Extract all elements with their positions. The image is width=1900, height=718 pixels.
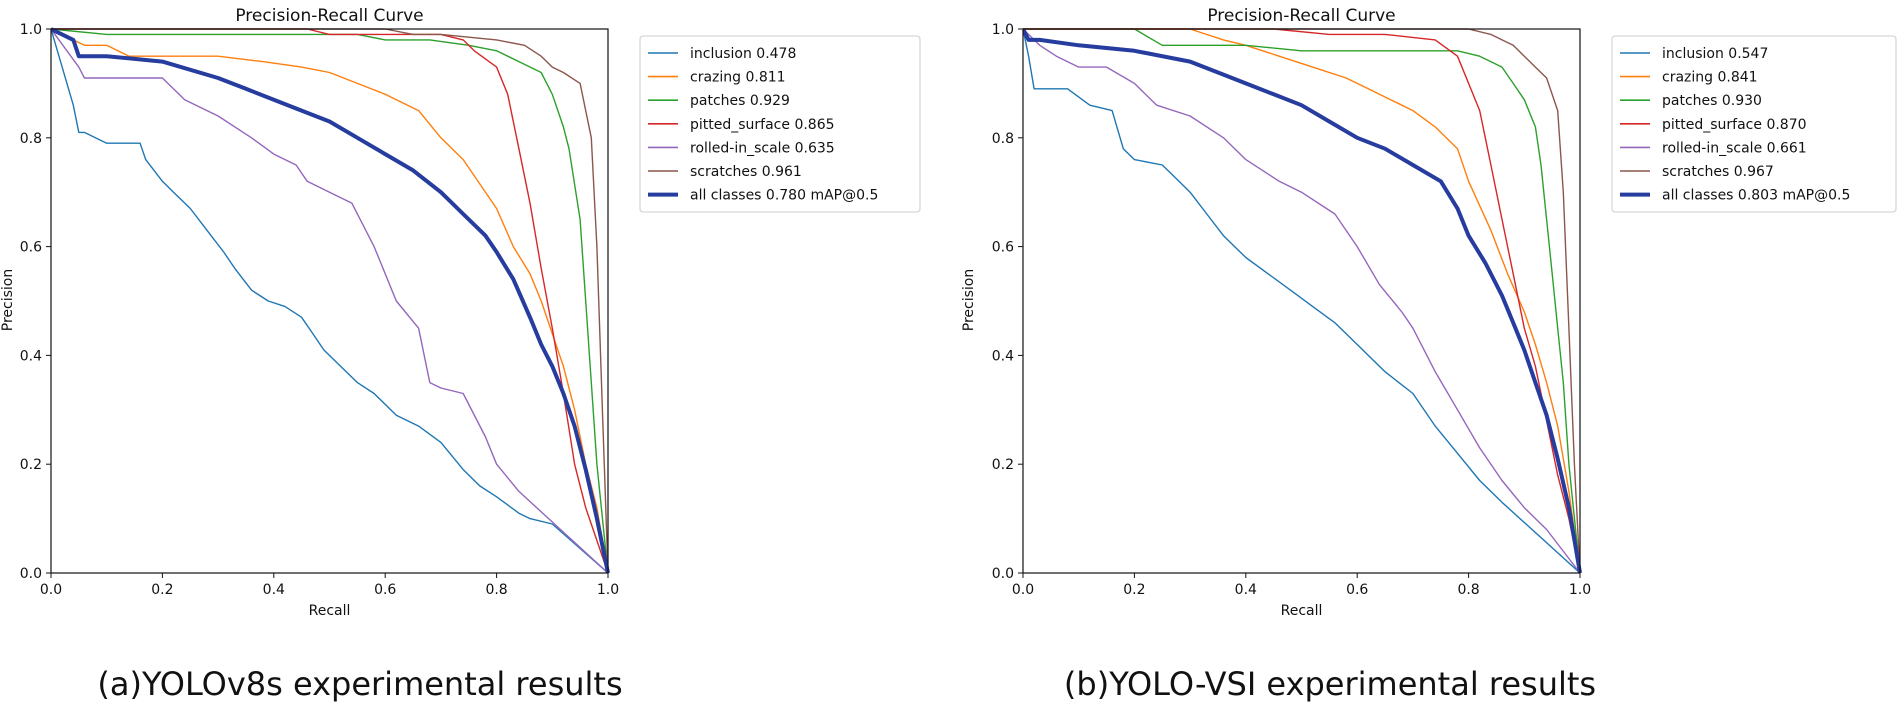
x-tick-label: 0.2 xyxy=(151,582,173,598)
y-axis-label: Precision xyxy=(0,269,16,331)
y-tick-label: 0.2 xyxy=(992,457,1014,473)
chart-panel-1: Precision-Recall Curve 0.0 0.2 0.4 0.6 0.8 1.0… xyxy=(0,6,921,703)
legend: inclusion 0.547 crazing 0.841 patches 0.93… xyxy=(1611,35,1897,213)
series-line-scratches xyxy=(51,28,609,573)
panel-caption: (a)YOLOv8s experimental results xyxy=(97,665,622,703)
x-tick-label: 0.2 xyxy=(1123,582,1145,598)
x-tick-label: 0.6 xyxy=(1346,582,1368,598)
series-group xyxy=(1023,28,1582,573)
legend-entry: scratches 0.961 xyxy=(690,164,802,180)
plot-frame xyxy=(1022,28,1581,574)
series-group xyxy=(51,27,610,573)
x-tick-label: 0.0 xyxy=(40,582,62,598)
legend-entry: rolled-in_scale 0.635 xyxy=(690,140,835,156)
legend-entry: crazing 0.841 xyxy=(1662,70,1758,86)
legend-entry: patches 0.930 xyxy=(1662,93,1762,109)
x-tick-label: 0.8 xyxy=(1457,582,1479,598)
y-tick-label: 0.8 xyxy=(992,131,1014,147)
y-tick-label: 1.0 xyxy=(20,22,42,38)
series-line-inclusion xyxy=(1023,28,1581,573)
y-tick-label: 0.4 xyxy=(992,348,1014,364)
y-tick-label: 0.6 xyxy=(20,240,42,256)
x-tick-label: 0.8 xyxy=(485,582,507,598)
series-line-all-classes xyxy=(51,27,610,573)
x-axis-label: Recall xyxy=(1281,603,1323,619)
y-tick-label: 0.4 xyxy=(20,348,42,364)
legend-entry: all classes 0.780 mAP@0.5 xyxy=(690,188,878,204)
legend-entry: pitted_surface 0.865 xyxy=(690,117,835,133)
plot-frame xyxy=(50,28,609,574)
x-tick-label: 1.0 xyxy=(597,582,619,598)
y-tick-label: 0.6 xyxy=(992,240,1014,256)
panel-caption: (b)YOLO-VSI experimental results xyxy=(1064,665,1596,703)
series-line-crazing xyxy=(1023,28,1581,573)
legend-entry: pitted_surface 0.870 xyxy=(1662,117,1807,133)
series-line-all-classes xyxy=(1023,28,1582,573)
series-line-rolled-in-scale xyxy=(1023,28,1581,573)
chart-title: Precision-Recall Curve xyxy=(1207,6,1395,26)
x-tick-label: 0.4 xyxy=(1235,582,1257,598)
y-tick-label: 0.8 xyxy=(20,131,42,147)
legend-entry: rolled-in_scale 0.661 xyxy=(1662,140,1807,156)
series-line-inclusion xyxy=(51,28,609,573)
series-line-rolled-in-scale xyxy=(51,28,609,573)
legend: inclusion 0.478 crazing 0.811 patches 0.92… xyxy=(639,35,921,213)
series-line-scratches xyxy=(1023,28,1581,573)
x-tick-label: 0.0 xyxy=(1012,582,1034,598)
y-axis-label: Precision xyxy=(961,269,977,331)
legend-entry: crazing 0.811 xyxy=(690,70,786,86)
x-tick-label: 0.6 xyxy=(374,582,396,598)
x-axis-label: Recall xyxy=(309,603,351,619)
y-tick-label: 0.0 xyxy=(20,566,42,582)
x-tick-label: 1.0 xyxy=(1569,582,1591,598)
chart-panel-2: Precision-Recall Curve 0.0 0.2 0.4 0.6 0.8 1.0… xyxy=(961,6,1897,703)
y-tick-label: 0.2 xyxy=(20,457,42,473)
chart-title: Precision-Recall Curve xyxy=(235,6,423,26)
y-tick-label: 0.0 xyxy=(992,566,1014,582)
series-line-crazing xyxy=(51,28,609,573)
legend-entry: inclusion 0.478 xyxy=(690,46,796,62)
y-tick-label: 1.0 xyxy=(992,22,1014,38)
legend-box xyxy=(639,35,921,213)
legend-entry: inclusion 0.547 xyxy=(1662,46,1768,62)
legend-entry: scratches 0.967 xyxy=(1662,164,1774,180)
series-line-pitted-surface xyxy=(1023,28,1581,573)
legend-entry: patches 0.929 xyxy=(690,93,790,109)
legend-box xyxy=(1611,35,1897,213)
legend-entry: all classes 0.803 mAP@0.5 xyxy=(1662,188,1850,204)
series-line-patches xyxy=(51,28,609,573)
x-tick-label: 0.4 xyxy=(263,582,285,598)
series-line-patches xyxy=(1023,28,1581,573)
